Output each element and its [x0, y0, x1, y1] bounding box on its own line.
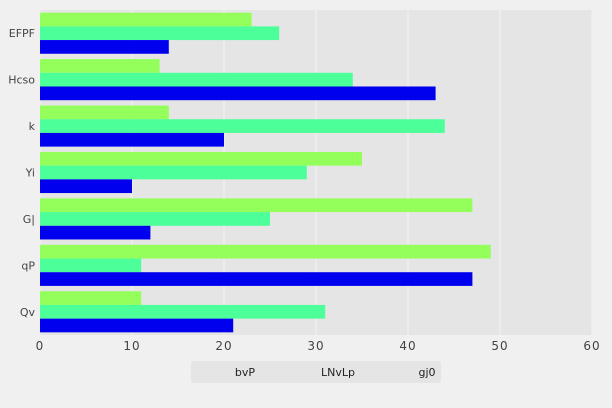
- bar-bvP-EFPF: [40, 40, 169, 54]
- y-axis: EFPF Hcso k Yi G| qP Qv: [8, 27, 35, 319]
- bar-LNvLp-G|: [40, 212, 270, 226]
- bar-gj0-G|: [40, 198, 473, 213]
- x-tick-label: 10: [123, 339, 140, 353]
- bar-gj0-Yi: [40, 151, 362, 166]
- legend-item-gj0[interactable]: gj0: [418, 366, 435, 379]
- bars: [40, 12, 491, 333]
- x-tick-label: 0: [36, 339, 45, 353]
- x-tick-label: 50: [491, 339, 508, 353]
- bar-LNvLp-EFPF: [40, 26, 280, 41]
- legend-item-bvP[interactable]: bvP: [235, 366, 255, 379]
- bar-LNvLp-Yi: [40, 165, 307, 180]
- x-tick-label: 60: [583, 339, 600, 353]
- y-tick-label: G|: [23, 213, 35, 226]
- x-tick-label: 40: [399, 339, 416, 353]
- legend-box: [191, 361, 441, 383]
- bar-gj0-Hcso: [40, 59, 160, 73]
- x-tick-label: 30: [307, 339, 324, 353]
- bar-LNvLp-Qv: [40, 304, 326, 319]
- y-tick-label: Yi: [25, 167, 35, 180]
- y-tick-label: Hcso: [8, 74, 35, 87]
- bar-bvP-Yi: [40, 179, 132, 194]
- y-tick-label: EFPF: [9, 27, 35, 40]
- x-tick-label: 20: [215, 339, 232, 353]
- bar-gj0-Qv: [40, 291, 142, 305]
- bar-bvP-k: [40, 132, 224, 147]
- bar-gj0-EFPF: [40, 12, 252, 27]
- y-tick-label: qP: [21, 259, 35, 272]
- bar-bvP-Qv: [40, 318, 234, 333]
- legend: bvP LNvLp gj0: [191, 361, 441, 383]
- y-tick-label: Qv: [20, 306, 36, 319]
- y-tick-label: k: [29, 120, 36, 133]
- legend-item-LNvLp[interactable]: LNvLp: [321, 366, 355, 379]
- bar-bvP-qP: [40, 272, 473, 286]
- bar-LNvLp-qP: [40, 258, 142, 273]
- bar-gj0-k: [40, 105, 169, 120]
- bar-gj0-qP: [40, 244, 491, 259]
- bar-bvP-G|: [40, 225, 151, 240]
- bar-LNvLp-Hcso: [40, 72, 353, 87]
- bar-LNvLp-k: [40, 119, 445, 133]
- bar-bvP-Hcso: [40, 86, 436, 101]
- x-axis: 0 10 20 30 40 50 60: [36, 339, 600, 353]
